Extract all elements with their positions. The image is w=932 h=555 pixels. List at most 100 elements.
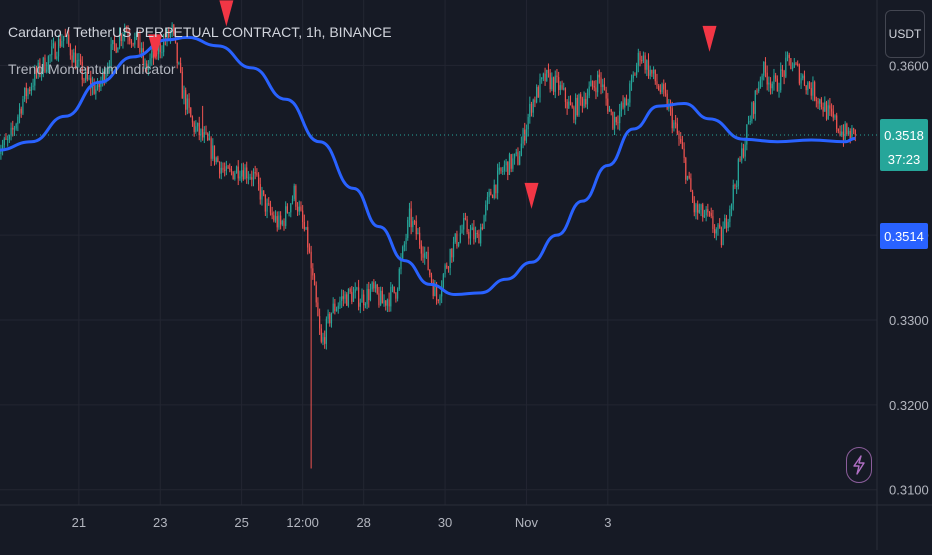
candle-body <box>363 294 365 306</box>
candle-body <box>439 296 441 301</box>
candle-body <box>705 209 707 216</box>
currency-button[interactable]: USDT <box>885 10 925 58</box>
candle-body <box>71 55 73 63</box>
x-tick-label: Nov <box>515 515 539 530</box>
candle-body <box>500 167 502 172</box>
candle-body <box>252 172 255 180</box>
candle-body <box>393 286 395 293</box>
x-tick-label: 25 <box>234 515 248 530</box>
candle-body <box>685 157 687 180</box>
candle-body <box>10 127 12 136</box>
candle-body <box>422 253 424 258</box>
candle-body <box>198 122 200 136</box>
candle-body <box>273 215 275 221</box>
candle-body <box>491 195 494 198</box>
candle-body <box>381 290 383 304</box>
candle-body <box>441 287 443 297</box>
candle-body <box>54 43 56 59</box>
candle-body <box>288 212 290 214</box>
indicator-title[interactable]: Trend Momentum Indicator <box>8 61 176 77</box>
candle-body <box>771 83 773 89</box>
candle-body <box>456 233 458 247</box>
candle-body <box>346 294 348 306</box>
x-tick-label: 12:00 <box>286 515 319 530</box>
candle-body <box>149 58 151 65</box>
candle-body <box>502 170 504 172</box>
candle-body <box>146 63 148 71</box>
y-tick-label: 0.3200 <box>889 398 929 413</box>
candle-body <box>100 80 102 88</box>
candle-body <box>69 44 71 56</box>
candle-body <box>566 101 568 109</box>
grid <box>0 0 877 505</box>
candle-body <box>444 265 446 275</box>
candle-body <box>749 121 751 123</box>
candle-body <box>178 62 180 64</box>
candle-body <box>42 57 44 71</box>
candle-body <box>620 102 622 112</box>
candle-body <box>437 299 439 301</box>
candle-body <box>447 267 450 269</box>
candle-body <box>797 63 799 66</box>
candle-body <box>495 184 497 194</box>
candle-body <box>595 87 597 93</box>
candle-body <box>593 86 595 88</box>
candle-body <box>413 221 416 223</box>
candle-body <box>205 132 207 134</box>
candle-body <box>539 79 541 98</box>
candle-body <box>129 36 131 41</box>
candle-body <box>159 43 161 53</box>
candle-body <box>751 102 753 122</box>
candle-body <box>327 313 329 319</box>
candle-body <box>359 302 361 307</box>
candle-body <box>310 251 312 269</box>
candle-body <box>702 204 704 218</box>
candle-body <box>666 93 668 109</box>
candle-body <box>264 194 266 212</box>
candle-body <box>615 117 617 123</box>
candle-body <box>485 204 487 216</box>
candle-body <box>118 34 121 48</box>
candle-body <box>427 252 429 270</box>
candle-body <box>673 122 675 129</box>
candle-body <box>498 167 500 171</box>
candle-body <box>547 69 550 73</box>
candle-body <box>854 129 856 135</box>
candle-body <box>107 67 109 73</box>
candle-body <box>408 208 411 220</box>
candle-body <box>478 233 480 244</box>
candle-body <box>488 191 490 198</box>
candle-body <box>415 221 417 235</box>
trend-momentum-line <box>0 35 856 297</box>
candle-body <box>786 54 789 58</box>
candle-body <box>383 300 385 304</box>
candle-body <box>736 185 738 187</box>
candle-body <box>588 86 590 96</box>
candle-body <box>710 213 712 217</box>
candle-body <box>744 144 746 157</box>
lightning-bolt-button[interactable] <box>846 447 872 483</box>
candle-body <box>817 101 819 104</box>
candle-body <box>147 64 149 71</box>
candle-body <box>193 122 195 132</box>
candle-body <box>49 54 51 57</box>
candle-body <box>217 157 219 162</box>
symbol-title[interactable]: Cardano / TetherUS PERPETUAL CONTRACT, 1… <box>8 24 392 40</box>
candle-body <box>212 145 214 159</box>
candle-body <box>807 82 809 91</box>
candle-body <box>512 158 514 169</box>
candle-body <box>473 227 475 240</box>
candle-body <box>351 291 353 302</box>
candle-body <box>569 101 572 106</box>
candle-body <box>695 204 697 213</box>
candle-body <box>283 220 285 226</box>
candle-body <box>590 80 592 87</box>
down-triangle-icon <box>219 0 234 27</box>
candle-body <box>173 24 175 34</box>
candle-body <box>766 72 768 85</box>
candle-body <box>556 75 558 78</box>
candle-body <box>534 99 536 103</box>
candle-body <box>7 139 9 141</box>
